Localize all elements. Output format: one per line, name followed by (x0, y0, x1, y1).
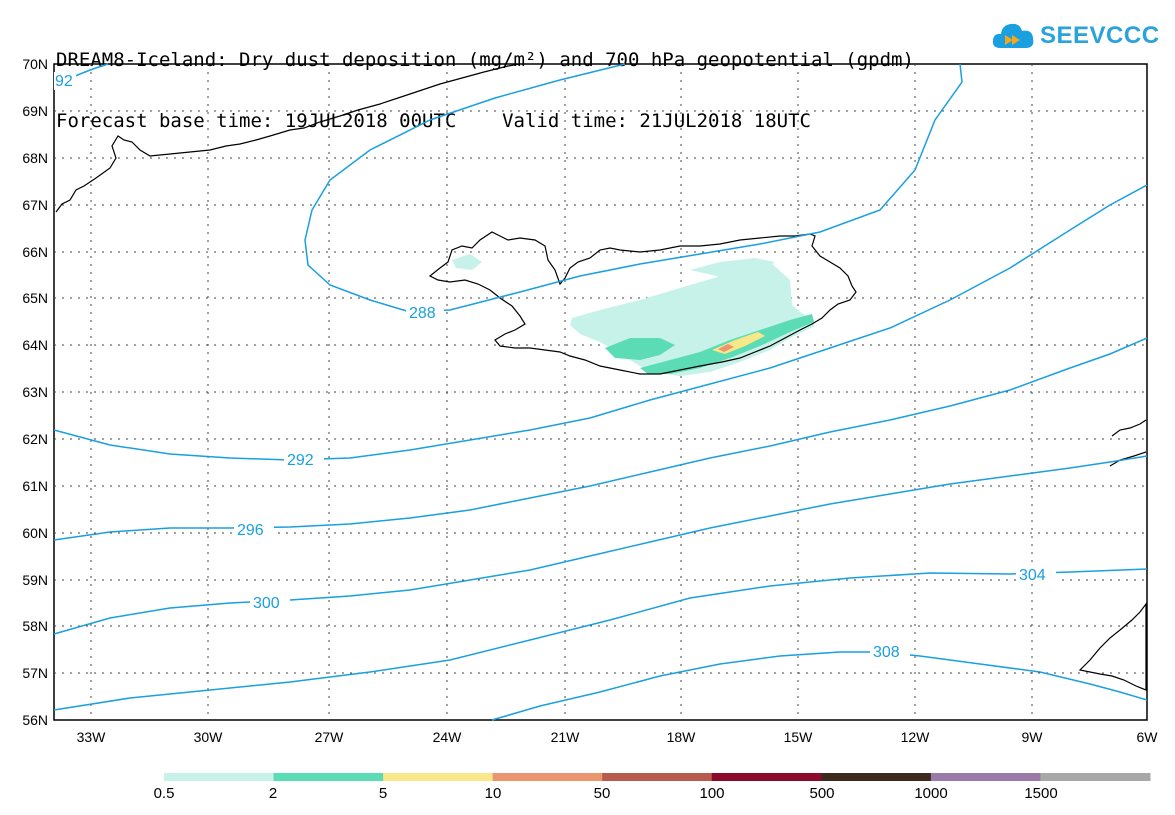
lat-label: 61N (22, 478, 48, 494)
lat-label: 60N (22, 525, 48, 541)
colorbar-swatch (273, 773, 384, 781)
lon-label: 9W (1022, 729, 1044, 745)
lon-label: 24W (433, 729, 463, 745)
longitude-labels: 33W 30W 27W 24W 21W 18W 15W 12W 9W 6W (77, 729, 1159, 745)
contour-304 (53, 568, 1148, 711)
lon-label: 30W (194, 729, 224, 745)
dust-deposition-shading (452, 254, 815, 376)
contour-label-296: 296 (237, 522, 264, 539)
iceland-coast (428, 231, 857, 375)
dust-area-0.5-north (690, 258, 775, 278)
lat-label: 63N (22, 384, 48, 400)
lat-label: 66N (22, 244, 48, 260)
colorbar-swatch (930, 773, 1041, 781)
colorbar-label: 100 (699, 785, 725, 802)
colorbar-label: 500 (809, 785, 835, 802)
colorbar-swatch (164, 773, 275, 781)
contour-label-288: 288 (409, 305, 436, 322)
colorbar-label: 5 (378, 785, 388, 802)
contour-292 (53, 184, 1148, 461)
lat-label: 56N (22, 712, 48, 728)
contour-288 (304, 63, 963, 313)
contour-label-bgs (54, 72, 1056, 660)
lon-label: 21W (551, 729, 581, 745)
lat-label: 64N (22, 337, 48, 353)
lon-label: 12W (901, 729, 931, 745)
norway-coast-west (1109, 451, 1147, 467)
scotland-coast (1078, 602, 1147, 691)
colorbar (164, 773, 1151, 781)
dust-area-0.5-nw (452, 254, 482, 270)
contour-label-292: 292 (287, 452, 314, 469)
lat-label: 67N (22, 197, 48, 213)
contour-300 (53, 455, 1148, 635)
colorbar-swatch (492, 773, 603, 781)
colorbar-label: 0.5 (153, 785, 175, 802)
colorbar-label: 50 (593, 785, 611, 802)
lon-label: 18W (667, 729, 697, 745)
colorbar-swatch (1040, 773, 1151, 781)
lat-label: 62N (22, 431, 48, 447)
colorbar-label: 1000 (914, 785, 948, 802)
lon-label: 27W (315, 729, 345, 745)
colorbar-swatch (821, 773, 932, 781)
colorbar-swatch (711, 773, 822, 781)
lon-label: 33W (77, 729, 107, 745)
colorbar-swatch (383, 773, 494, 781)
latitude-labels: 70N 69N 68N 67N 66N 65N 64N 63N 62N 61N … (22, 56, 48, 728)
coastlines (55, 63, 1147, 691)
lon-label: 6W (1137, 729, 1159, 745)
colorbar-label: 2 (268, 785, 278, 802)
colorbar-label: 10 (484, 785, 502, 802)
colorbar-label: 1500 (1024, 785, 1058, 802)
dust-area-2-west (605, 338, 675, 360)
seevccc-logo: SEEVCCC (990, 18, 1159, 58)
logo-text: SEEVCCC (1040, 22, 1160, 49)
contour-label-300: 300 (253, 595, 280, 612)
colorbar-swatch (602, 773, 713, 781)
contour-label-308: 308 (873, 644, 900, 661)
contour-label-304: 304 (1019, 567, 1046, 584)
contour-label-92: 92 (55, 73, 73, 90)
lat-label: 68N (22, 150, 48, 166)
lat-label: 70N (22, 56, 48, 72)
lat-label: 59N (22, 572, 48, 588)
lat-label: 57N (22, 665, 48, 681)
dust-area-10 (718, 344, 734, 352)
norway-coast-north (1111, 419, 1147, 437)
title-line-1: DREAM8-Iceland: Dry dust deposition (mg/… (56, 49, 914, 71)
lon-label: 15W (784, 729, 814, 745)
grid-lines (54, 64, 1147, 720)
cloud-icon (992, 23, 1034, 48)
lat-label: 69N (22, 103, 48, 119)
lat-label: 58N (22, 618, 48, 634)
greenland-coast (55, 63, 521, 213)
lat-label: 65N (22, 290, 48, 306)
contour-308 (491, 651, 1148, 721)
